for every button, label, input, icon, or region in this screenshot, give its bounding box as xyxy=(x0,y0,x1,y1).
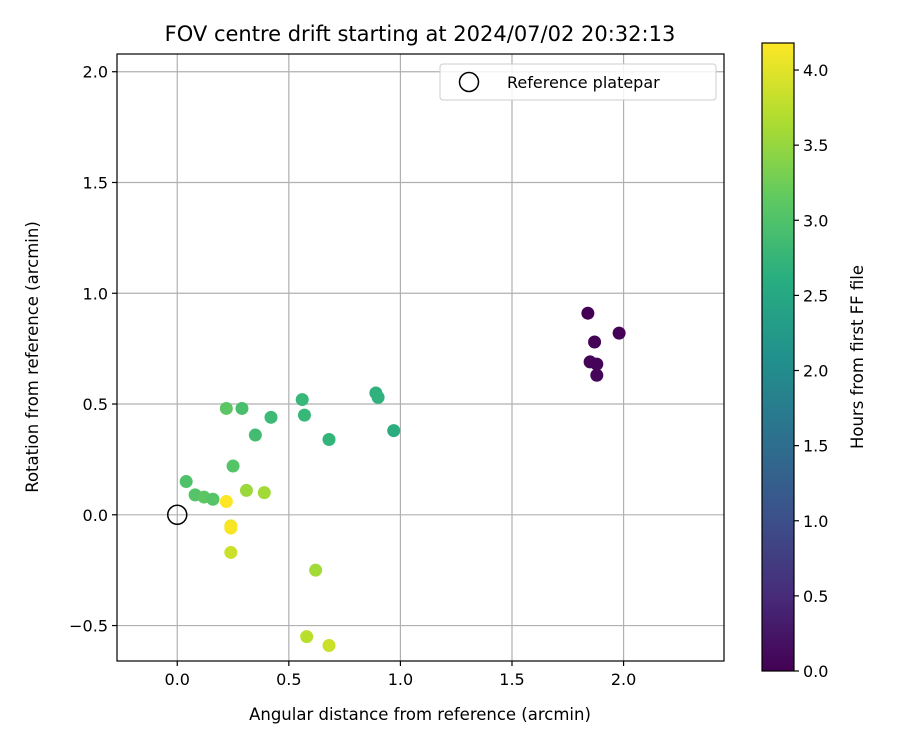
data-point xyxy=(257,486,271,500)
data-point xyxy=(322,638,336,652)
data-point xyxy=(300,630,314,644)
data-point xyxy=(295,393,309,407)
y-tick-label: 0.5 xyxy=(83,395,108,414)
data-point xyxy=(590,368,604,382)
colorbar-label: Hours from first FF file xyxy=(848,265,867,449)
data-point xyxy=(297,408,311,422)
data-point xyxy=(206,492,220,506)
reference-layer xyxy=(167,504,188,526)
colorbar-tick-label: 3.0 xyxy=(803,211,828,230)
reference-platepar-marker xyxy=(167,504,188,526)
legend: Reference platepar xyxy=(439,63,717,101)
colorbar-ticks: 0.0 0.5 1.0 1.5 2.0 2.5 3.0 3.5 4.0 xyxy=(794,61,828,681)
x-axis-label: Angular distance from reference (arcmin) xyxy=(249,705,591,724)
data-point xyxy=(219,401,233,415)
y-tick-label: 2.0 xyxy=(83,63,108,82)
data-point xyxy=(248,428,262,442)
data-point xyxy=(588,335,602,349)
data-point xyxy=(224,545,238,559)
data-point xyxy=(387,424,401,438)
data-point xyxy=(371,390,385,404)
x-tick-label: 1.0 xyxy=(388,670,413,689)
data-point xyxy=(235,401,249,415)
y-tick-label: 1.5 xyxy=(83,173,108,192)
x-tick-label: 2.0 xyxy=(611,670,636,689)
legend-reference-marker xyxy=(458,71,480,93)
data-point xyxy=(219,494,233,508)
chart-title: FOV centre drift starting at 2024/07/02 … xyxy=(165,22,676,46)
data-point xyxy=(264,410,278,424)
colorbar-tick-label: 0.0 xyxy=(803,662,828,681)
colorbar-tick-label: 1.5 xyxy=(803,437,828,456)
colorbar-gradient xyxy=(762,43,794,671)
y-tick-label: 0.0 xyxy=(83,506,108,525)
colorbar-tick-label: 4.0 xyxy=(803,61,828,80)
y-axis-ticks: −0.5 0.0 0.5 1.0 1.5 2.0 xyxy=(69,63,117,636)
data-point xyxy=(309,563,323,577)
x-tick-label: 1.5 xyxy=(499,670,524,689)
legend-box xyxy=(439,63,717,101)
colorbar-tick-label: 2.5 xyxy=(803,286,828,305)
plot-frame xyxy=(116,53,725,662)
y-axis-label: Rotation from reference (arcmin) xyxy=(23,221,42,493)
data-point xyxy=(239,483,253,497)
x-tick-label: 0.5 xyxy=(276,670,301,689)
colorbar-tick-label: 0.5 xyxy=(803,587,828,606)
colorbar-frame xyxy=(761,42,795,672)
data-point xyxy=(226,459,240,473)
colorbar-tick-label: 2.0 xyxy=(803,362,828,381)
data-point xyxy=(590,357,604,371)
y-tick-label: 1.0 xyxy=(83,284,108,303)
x-tick-label: 0.0 xyxy=(165,670,190,689)
data-point xyxy=(581,306,595,320)
legend-entry-reference-platepar: Reference platepar xyxy=(507,73,660,92)
data-points xyxy=(179,306,626,652)
colorbar-tick-label: 1.0 xyxy=(803,512,828,531)
data-point xyxy=(179,475,193,489)
data-point xyxy=(224,521,238,535)
colorbar-tick-label: 3.5 xyxy=(803,136,828,155)
grid xyxy=(117,54,724,661)
x-axis-ticks: 0.0 0.5 1.0 1.5 2.0 xyxy=(165,661,636,689)
data-point xyxy=(612,326,626,340)
y-tick-label: −0.5 xyxy=(69,617,108,636)
data-point xyxy=(322,432,336,446)
